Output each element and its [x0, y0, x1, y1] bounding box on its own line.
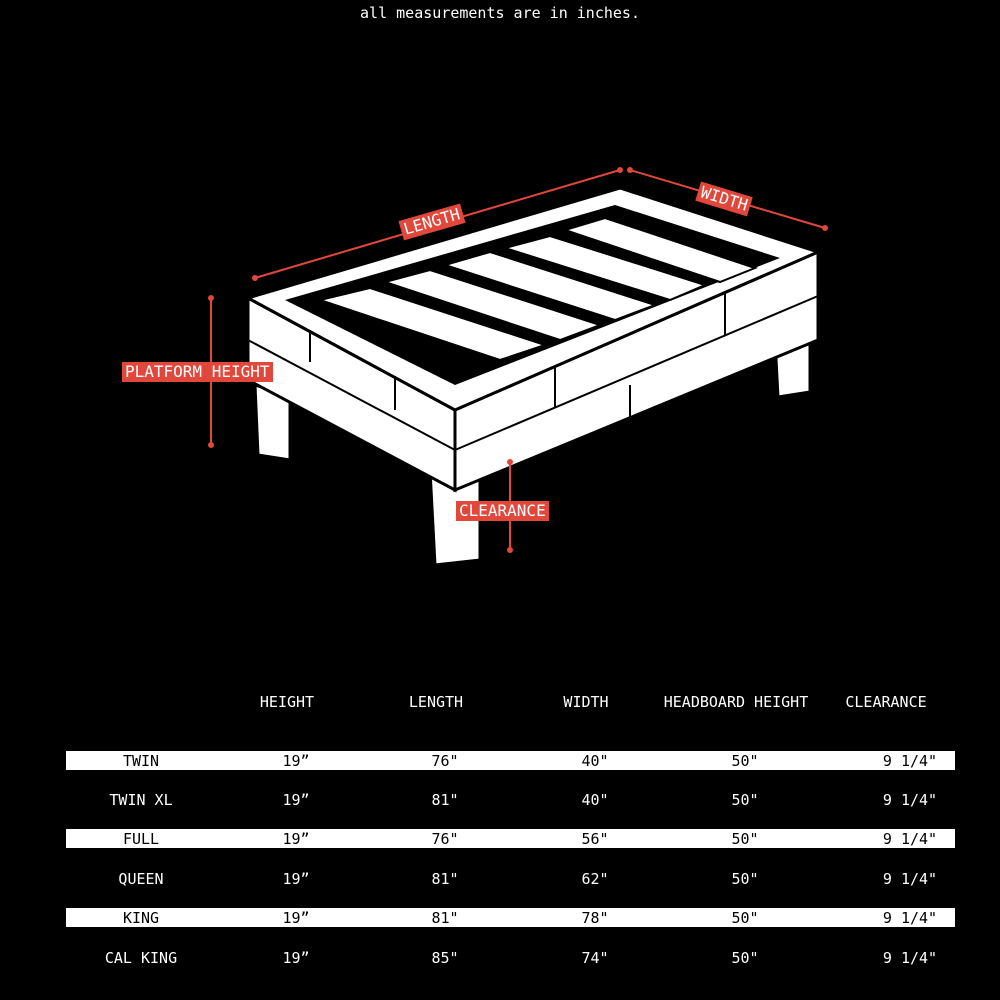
cell-headboard: 50" [731, 830, 759, 848]
cell-width: 74" [581, 949, 609, 967]
measurement-note: all measurements are in inches. [360, 4, 640, 22]
cell-clearance: 9 1/4" [882, 830, 938, 848]
bed-frame-illustration [208, 167, 828, 567]
table-row: QUEEN 19” 81" 62" 50" 9 1/4" [66, 869, 955, 888]
clearance-label: CLEARANCE [456, 501, 549, 521]
cell-size: KING [122, 909, 160, 927]
cell-height: 19” [282, 752, 310, 770]
header-headboard-height: HEADBOARD HEIGHT [663, 693, 809, 711]
table-row: TWIN XL 19” 81" 40" 50" 9 1/4" [66, 790, 955, 809]
cell-length: 85" [431, 949, 459, 967]
cell-clearance: 9 1/4" [882, 870, 938, 888]
cell-height: 19” [282, 830, 310, 848]
slats [316, 216, 758, 362]
cell-headboard: 50" [731, 949, 759, 967]
header-width: WIDTH [563, 693, 609, 711]
header-clearance: CLEARANCE [845, 693, 927, 711]
table-row: TWIN 19” 76" 40" 50" 9 1/4" [66, 751, 955, 770]
cell-headboard: 50" [731, 791, 759, 809]
cell-size: TWIN XL [109, 791, 173, 809]
cell-length: 76" [431, 752, 459, 770]
cell-headboard: 50" [731, 752, 759, 770]
cell-width: 40" [581, 752, 609, 770]
header-length: LENGTH [408, 693, 464, 711]
cell-headboard: 50" [731, 909, 759, 927]
cell-width: 62" [581, 870, 609, 888]
cell-height: 19” [282, 949, 310, 967]
cell-clearance: 9 1/4" [882, 791, 938, 809]
cell-length: 81" [431, 870, 459, 888]
cell-width: 56" [581, 830, 609, 848]
cell-size: QUEEN [118, 870, 164, 888]
table-row: FULL 19” 76" 56" 50" 9 1/4" [66, 829, 955, 848]
cell-size: CAL KING [104, 949, 178, 967]
table-row: CAL KING 19” 85" 74" 50" 9 1/4" [66, 948, 955, 967]
cell-size: FULL [122, 830, 160, 848]
cell-size: TWIN [122, 752, 160, 770]
cell-height: 19” [282, 870, 310, 888]
cell-width: 40" [581, 791, 609, 809]
platform-height-label: PLATFORM HEIGHT [122, 362, 273, 382]
cell-headboard: 50" [731, 870, 759, 888]
header-height: HEIGHT [259, 693, 315, 711]
cell-height: 19” [282, 909, 310, 927]
cell-width: 78" [581, 909, 609, 927]
cell-length: 76" [431, 830, 459, 848]
cell-clearance: 9 1/4" [882, 752, 938, 770]
cell-length: 81" [431, 909, 459, 927]
cell-clearance: 9 1/4" [882, 949, 938, 967]
table-row: KING 19” 81" 78" 50" 9 1/4" [66, 908, 955, 927]
cell-clearance: 9 1/4" [882, 909, 938, 927]
cell-length: 81" [431, 791, 459, 809]
cell-height: 19” [282, 791, 310, 809]
